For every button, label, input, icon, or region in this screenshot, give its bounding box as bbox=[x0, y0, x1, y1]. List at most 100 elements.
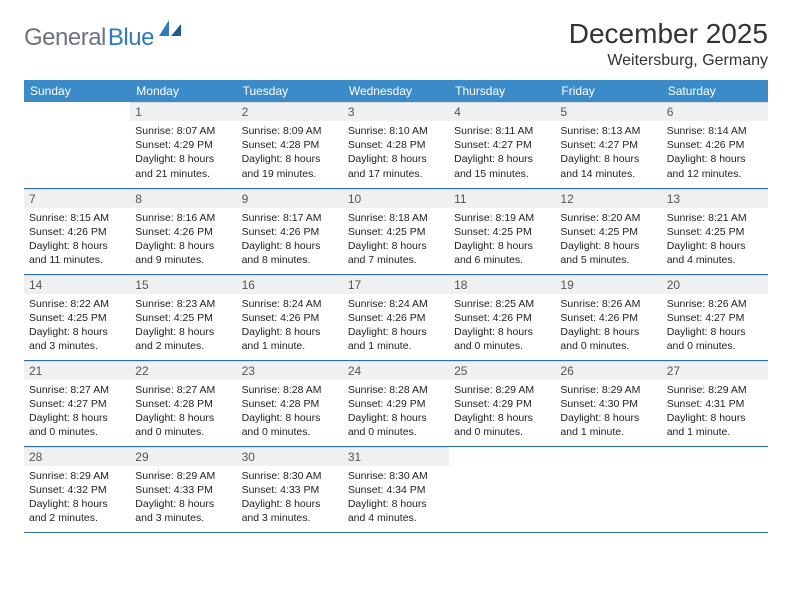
calendar-week-row: 28Sunrise: 8:29 AMSunset: 4:32 PMDayligh… bbox=[24, 446, 768, 532]
sunset-text: Sunset: 4:27 PM bbox=[454, 138, 550, 152]
sunset-text: Sunset: 4:33 PM bbox=[242, 483, 338, 497]
calendar-day-cell: 8Sunrise: 8:16 AMSunset: 4:26 PMDaylight… bbox=[130, 188, 236, 274]
sunrise-text: Sunrise: 8:26 AM bbox=[667, 297, 763, 311]
day-content: Sunrise: 8:13 AMSunset: 4:27 PMDaylight:… bbox=[555, 121, 661, 185]
weekday-header: Sunday bbox=[24, 80, 130, 102]
calendar-day-cell: 23Sunrise: 8:28 AMSunset: 4:28 PMDayligh… bbox=[237, 360, 343, 446]
day-content: Sunrise: 8:29 AMSunset: 4:32 PMDaylight:… bbox=[24, 466, 130, 530]
day-content: Sunrise: 8:29 AMSunset: 4:31 PMDaylight:… bbox=[662, 380, 768, 444]
day-number: 27 bbox=[662, 361, 768, 380]
day-number: 14 bbox=[24, 275, 130, 294]
daylight-text: Daylight: 8 hours and 0 minutes. bbox=[454, 325, 550, 353]
calendar-day-cell: 22Sunrise: 8:27 AMSunset: 4:28 PMDayligh… bbox=[130, 360, 236, 446]
day-content: Sunrise: 8:29 AMSunset: 4:33 PMDaylight:… bbox=[130, 466, 236, 530]
daylight-text: Daylight: 8 hours and 1 minute. bbox=[667, 411, 763, 439]
daylight-text: Daylight: 8 hours and 0 minutes. bbox=[454, 411, 550, 439]
day-number: 2 bbox=[237, 102, 343, 121]
day-content: Sunrise: 8:07 AMSunset: 4:29 PMDaylight:… bbox=[130, 121, 236, 185]
daylight-text: Daylight: 8 hours and 0 minutes. bbox=[560, 325, 656, 353]
sunset-text: Sunset: 4:26 PM bbox=[242, 225, 338, 239]
calendar-day-cell: 17Sunrise: 8:24 AMSunset: 4:26 PMDayligh… bbox=[343, 274, 449, 360]
location-label: Weitersburg, Germany bbox=[569, 52, 768, 70]
day-number: 31 bbox=[343, 447, 449, 466]
day-number: 22 bbox=[130, 361, 236, 380]
day-number: 7 bbox=[24, 189, 130, 208]
sunrise-text: Sunrise: 8:27 AM bbox=[135, 383, 231, 397]
day-content: Sunrise: 8:20 AMSunset: 4:25 PMDaylight:… bbox=[555, 208, 661, 272]
day-content: Sunrise: 8:26 AMSunset: 4:27 PMDaylight:… bbox=[662, 294, 768, 358]
calendar-day-cell: 26Sunrise: 8:29 AMSunset: 4:30 PMDayligh… bbox=[555, 360, 661, 446]
sunrise-text: Sunrise: 8:19 AM bbox=[454, 211, 550, 225]
calendar-day-cell: 5Sunrise: 8:13 AMSunset: 4:27 PMDaylight… bbox=[555, 102, 661, 188]
sunrise-text: Sunrise: 8:28 AM bbox=[348, 383, 444, 397]
day-content: Sunrise: 8:27 AMSunset: 4:27 PMDaylight:… bbox=[24, 380, 130, 444]
sunset-text: Sunset: 4:25 PM bbox=[454, 225, 550, 239]
day-content: Sunrise: 8:16 AMSunset: 4:26 PMDaylight:… bbox=[130, 208, 236, 272]
calendar-body: 1Sunrise: 8:07 AMSunset: 4:29 PMDaylight… bbox=[24, 102, 768, 532]
logo-text-part1: General bbox=[24, 24, 106, 52]
calendar-day-cell: 29Sunrise: 8:29 AMSunset: 4:33 PMDayligh… bbox=[130, 446, 236, 532]
daylight-text: Daylight: 8 hours and 3 minutes. bbox=[135, 497, 231, 525]
sunrise-text: Sunrise: 8:27 AM bbox=[29, 383, 125, 397]
sunrise-text: Sunrise: 8:30 AM bbox=[348, 469, 444, 483]
calendar-day-cell: 19Sunrise: 8:26 AMSunset: 4:26 PMDayligh… bbox=[555, 274, 661, 360]
day-number: 17 bbox=[343, 275, 449, 294]
calendar-day-cell: 12Sunrise: 8:20 AMSunset: 4:25 PMDayligh… bbox=[555, 188, 661, 274]
sunset-text: Sunset: 4:25 PM bbox=[348, 225, 444, 239]
calendar-day-cell: 4Sunrise: 8:11 AMSunset: 4:27 PMDaylight… bbox=[449, 102, 555, 188]
day-content: Sunrise: 8:17 AMSunset: 4:26 PMDaylight:… bbox=[237, 208, 343, 272]
calendar-table: Sunday Monday Tuesday Wednesday Thursday… bbox=[24, 80, 768, 533]
day-number: 10 bbox=[343, 189, 449, 208]
day-content: Sunrise: 8:14 AMSunset: 4:26 PMDaylight:… bbox=[662, 121, 768, 185]
day-content: Sunrise: 8:26 AMSunset: 4:26 PMDaylight:… bbox=[555, 294, 661, 358]
weekday-header: Friday bbox=[555, 80, 661, 102]
day-number: 4 bbox=[449, 102, 555, 121]
daylight-text: Daylight: 8 hours and 4 minutes. bbox=[348, 497, 444, 525]
header: GeneralBlue December 2025 Weitersburg, G… bbox=[24, 18, 768, 70]
daylight-text: Daylight: 8 hours and 15 minutes. bbox=[454, 152, 550, 180]
sunset-text: Sunset: 4:26 PM bbox=[560, 311, 656, 325]
sunrise-text: Sunrise: 8:18 AM bbox=[348, 211, 444, 225]
day-number: 19 bbox=[555, 275, 661, 294]
sunset-text: Sunset: 4:28 PM bbox=[348, 138, 444, 152]
calendar-week-row: 21Sunrise: 8:27 AMSunset: 4:27 PMDayligh… bbox=[24, 360, 768, 446]
sunrise-text: Sunrise: 8:24 AM bbox=[242, 297, 338, 311]
sunset-text: Sunset: 4:33 PM bbox=[135, 483, 231, 497]
daylight-text: Daylight: 8 hours and 2 minutes. bbox=[29, 497, 125, 525]
calendar-day-cell: 10Sunrise: 8:18 AMSunset: 4:25 PMDayligh… bbox=[343, 188, 449, 274]
sunset-text: Sunset: 4:27 PM bbox=[29, 397, 125, 411]
calendar-page: GeneralBlue December 2025 Weitersburg, G… bbox=[0, 0, 792, 533]
daylight-text: Daylight: 8 hours and 9 minutes. bbox=[135, 239, 231, 267]
sunset-text: Sunset: 4:28 PM bbox=[242, 397, 338, 411]
sunset-text: Sunset: 4:25 PM bbox=[29, 311, 125, 325]
sunset-text: Sunset: 4:28 PM bbox=[135, 397, 231, 411]
day-content: Sunrise: 8:28 AMSunset: 4:29 PMDaylight:… bbox=[343, 380, 449, 444]
daylight-text: Daylight: 8 hours and 14 minutes. bbox=[560, 152, 656, 180]
daylight-text: Daylight: 8 hours and 21 minutes. bbox=[135, 152, 231, 180]
day-number: 18 bbox=[449, 275, 555, 294]
logo: GeneralBlue bbox=[24, 18, 181, 52]
day-number: 8 bbox=[130, 189, 236, 208]
weekday-header: Thursday bbox=[449, 80, 555, 102]
calendar-day-cell: 21Sunrise: 8:27 AMSunset: 4:27 PMDayligh… bbox=[24, 360, 130, 446]
sunset-text: Sunset: 4:25 PM bbox=[560, 225, 656, 239]
daylight-text: Daylight: 8 hours and 3 minutes. bbox=[242, 497, 338, 525]
weekday-header: Monday bbox=[130, 80, 236, 102]
sunrise-text: Sunrise: 8:21 AM bbox=[667, 211, 763, 225]
daylight-text: Daylight: 8 hours and 0 minutes. bbox=[348, 411, 444, 439]
day-content: Sunrise: 8:09 AMSunset: 4:28 PMDaylight:… bbox=[237, 121, 343, 185]
day-number: 24 bbox=[343, 361, 449, 380]
day-content: Sunrise: 8:29 AMSunset: 4:30 PMDaylight:… bbox=[555, 380, 661, 444]
day-number: 15 bbox=[130, 275, 236, 294]
daylight-text: Daylight: 8 hours and 3 minutes. bbox=[29, 325, 125, 353]
weekday-header: Tuesday bbox=[237, 80, 343, 102]
calendar-day-cell: 18Sunrise: 8:25 AMSunset: 4:26 PMDayligh… bbox=[449, 274, 555, 360]
day-number: 16 bbox=[237, 275, 343, 294]
title-block: December 2025 Weitersburg, Germany bbox=[569, 18, 768, 70]
logo-text-part2: Blue bbox=[108, 24, 154, 52]
calendar-day-cell: 13Sunrise: 8:21 AMSunset: 4:25 PMDayligh… bbox=[662, 188, 768, 274]
calendar-week-row: 14Sunrise: 8:22 AMSunset: 4:25 PMDayligh… bbox=[24, 274, 768, 360]
daylight-text: Daylight: 8 hours and 1 minute. bbox=[560, 411, 656, 439]
day-number: 29 bbox=[130, 447, 236, 466]
sunset-text: Sunset: 4:26 PM bbox=[135, 225, 231, 239]
